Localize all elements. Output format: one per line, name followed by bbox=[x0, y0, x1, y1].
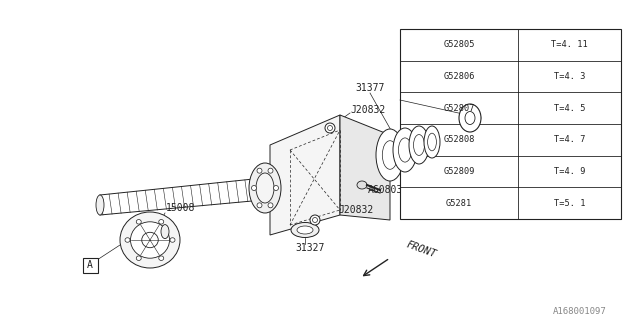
Ellipse shape bbox=[249, 163, 281, 213]
Text: A60803: A60803 bbox=[368, 185, 403, 195]
Text: T=4. 9: T=4. 9 bbox=[554, 167, 585, 176]
Text: FRONT: FRONT bbox=[405, 240, 438, 260]
Ellipse shape bbox=[120, 212, 180, 268]
Text: G52806: G52806 bbox=[444, 72, 475, 81]
Ellipse shape bbox=[428, 133, 436, 151]
Text: T=4. 7: T=4. 7 bbox=[554, 135, 585, 144]
Circle shape bbox=[268, 203, 273, 208]
Text: J20832: J20832 bbox=[350, 105, 385, 115]
Circle shape bbox=[325, 123, 335, 133]
Text: A168001097: A168001097 bbox=[553, 308, 607, 316]
Ellipse shape bbox=[136, 256, 141, 260]
Bar bbox=[400, 29, 621, 219]
Text: G52807: G52807 bbox=[444, 104, 475, 113]
Text: G5281: G5281 bbox=[446, 199, 472, 208]
Ellipse shape bbox=[382, 141, 397, 169]
Text: T=4. 11: T=4. 11 bbox=[551, 40, 588, 49]
Ellipse shape bbox=[357, 181, 367, 189]
Ellipse shape bbox=[297, 226, 313, 234]
Ellipse shape bbox=[376, 129, 404, 181]
Ellipse shape bbox=[125, 238, 130, 242]
Polygon shape bbox=[270, 115, 340, 235]
Text: G52805: G52805 bbox=[444, 40, 475, 49]
Circle shape bbox=[312, 218, 317, 222]
Polygon shape bbox=[340, 115, 390, 220]
Ellipse shape bbox=[398, 138, 412, 162]
Circle shape bbox=[252, 186, 257, 190]
Ellipse shape bbox=[256, 173, 274, 203]
Circle shape bbox=[273, 186, 278, 190]
Ellipse shape bbox=[96, 195, 104, 215]
Text: T=5. 1: T=5. 1 bbox=[554, 199, 585, 208]
Text: 31327: 31327 bbox=[295, 243, 324, 253]
Text: 15008: 15008 bbox=[166, 203, 195, 213]
Circle shape bbox=[257, 168, 262, 173]
Ellipse shape bbox=[136, 220, 141, 224]
Ellipse shape bbox=[409, 126, 429, 164]
Circle shape bbox=[310, 215, 320, 225]
Text: J20832: J20832 bbox=[338, 205, 373, 215]
Text: G52808: G52808 bbox=[444, 135, 475, 144]
Text: G52809: G52809 bbox=[444, 167, 475, 176]
Circle shape bbox=[268, 168, 273, 173]
Text: T=4. 5: T=4. 5 bbox=[554, 104, 585, 113]
Circle shape bbox=[257, 203, 262, 208]
Circle shape bbox=[328, 125, 333, 131]
Text: 31377: 31377 bbox=[355, 83, 385, 93]
Ellipse shape bbox=[170, 238, 175, 242]
Ellipse shape bbox=[413, 134, 424, 156]
Ellipse shape bbox=[465, 111, 475, 124]
Ellipse shape bbox=[141, 232, 158, 248]
Ellipse shape bbox=[393, 128, 417, 172]
Ellipse shape bbox=[459, 104, 481, 132]
Text: T=4. 3: T=4. 3 bbox=[554, 72, 585, 81]
Ellipse shape bbox=[161, 225, 169, 239]
Ellipse shape bbox=[291, 222, 319, 237]
Ellipse shape bbox=[159, 220, 164, 224]
Ellipse shape bbox=[159, 256, 164, 260]
Text: A: A bbox=[87, 260, 93, 270]
Ellipse shape bbox=[424, 126, 440, 158]
Ellipse shape bbox=[131, 222, 170, 258]
Bar bbox=[83, 258, 97, 273]
